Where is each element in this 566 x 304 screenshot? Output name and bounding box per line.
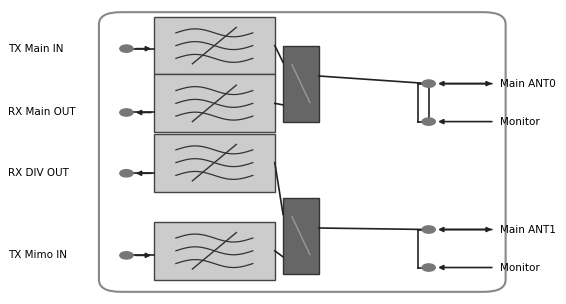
Text: Main ANT0: Main ANT0 [500,79,556,88]
Bar [283,46,319,122]
Text: RX Main OUT: RX Main OUT [8,108,76,117]
Text: TX Mimo IN: TX Mimo IN [8,250,67,260]
FancyBboxPatch shape [99,12,505,292]
Circle shape [422,118,435,125]
Bar [154,74,275,132]
Circle shape [120,170,133,177]
Text: RX DIV OUT: RX DIV OUT [8,168,69,178]
Text: Monitor: Monitor [500,263,540,272]
Bar [154,134,275,192]
Text: TX Main IN: TX Main IN [8,44,64,54]
Bar [283,198,319,274]
Bar [154,222,275,280]
Bar [154,17,275,74]
Circle shape [120,109,133,116]
Circle shape [422,226,435,233]
Circle shape [120,252,133,259]
Text: Main ANT1: Main ANT1 [500,225,556,234]
Circle shape [120,45,133,52]
Circle shape [422,264,435,271]
Text: Monitor: Monitor [500,117,540,126]
Circle shape [422,80,435,87]
